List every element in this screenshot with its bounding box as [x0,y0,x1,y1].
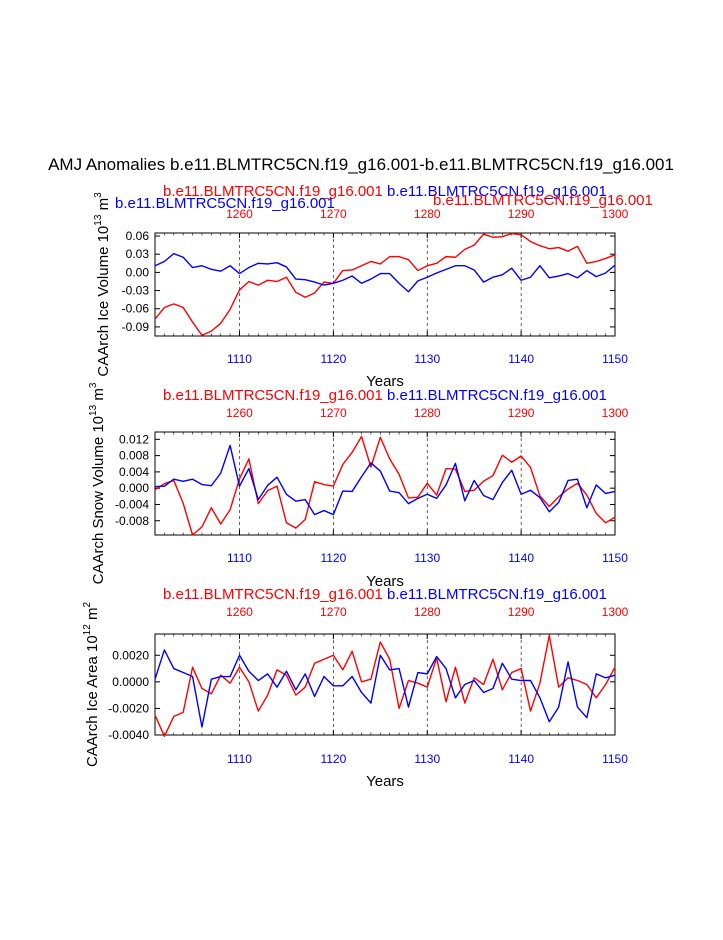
blue-series-label-overlay: b.e11.BLMTRC5CN.f19_g16.001 [387,183,607,200]
blue-series-line [154,649,616,728]
panel-2: b.e11.BLMTRC5CN.f19_g16.001 b.e11.BLMTRC5… [88,382,629,590]
x-tick-label-bottom: 1150 [602,352,628,366]
x-tick-label-bottom: 1150 [602,551,628,565]
x-tick-label-top: 1290 [508,207,535,221]
red-series-line [154,232,616,337]
x-tick-label-bottom: 1140 [508,752,534,766]
x-tick-label-bottom: 1130 [414,752,440,766]
x-axis-label: Years [366,373,404,390]
panel-3: b.e11.BLMTRC5CN.f19_g16.001 b.e11.BLMTRC5… [82,586,629,790]
y-tick-label: 0.004 [119,465,149,479]
x-tick-label-bottom: 1130 [414,352,440,366]
x-tick-label-bottom: 1140 [508,551,534,565]
x-tick-label-top: 1260 [226,605,253,619]
x-tick-label-bottom: 1130 [414,551,440,565]
blue-series-label: b.e11.BLMTRC5CN.f19_g16.001 [387,387,607,404]
x-tick-label-top: 1300 [602,207,629,221]
y-tick-label: 0.0000 [112,675,149,689]
y-tick-label: -0.06 [122,302,150,316]
x-axis-label: Years [366,573,404,590]
blue-series-line [154,444,616,516]
plot-frame [154,232,616,337]
red-series-label: b.e11.BLMTRC5CN.f19_g16.001 [163,586,383,603]
y-tick-label: 0.06 [126,229,150,243]
x-tick-label-top: 1270 [320,207,347,221]
panel-1: b.e11.BLMTRC5CN.f19_g16.001b.e11.BLMTRC5… [93,183,653,390]
y-tick-label: -0.004 [115,497,149,511]
x-tick-label-top: 1270 [320,605,347,619]
y-tick-label: 0.0020 [112,648,149,662]
y-tick-label: -0.0040 [108,728,149,742]
x-tick-label-bottom: 1110 [227,752,252,766]
y-tick-label: 0.008 [119,449,149,463]
figure-title: AMJ Anomalies b.e11.BLMTRC5CN.f19_g16.00… [48,155,674,174]
x-tick-label-top: 1280 [414,406,441,420]
y-axis-label: CAArch Ice Area 1012 m2 [82,602,101,768]
x-tick-label-top: 1280 [414,207,441,221]
x-tick-label-bottom: 1110 [227,551,252,565]
x-tick-label-bottom: 1120 [320,352,346,366]
red-series-line [154,435,616,536]
red-series-line [154,634,616,738]
x-tick-label-top: 1260 [226,207,253,221]
x-tick-label-top: 1260 [226,406,253,420]
x-tick-label-bottom: 1110 [227,352,252,366]
y-tick-label: -0.008 [115,514,149,528]
x-tick-label-top: 1290 [508,406,535,420]
x-tick-label-top: 1270 [320,406,347,420]
blue-series-line [154,252,616,293]
plot-frame [154,633,616,736]
blue-series-label: b.e11.BLMTRC5CN.f19_g16.001 [387,586,607,603]
y-tick-label: -0.09 [122,320,150,334]
x-tick-label-top: 1300 [602,605,629,619]
y-tick-label: 0.012 [119,432,149,446]
x-tick-label-top: 1280 [414,605,441,619]
blue-series-label: b.e11.BLMTRC5CN.f19_g16.001 [115,195,335,212]
y-tick-label: 0.00 [126,265,150,279]
y-tick-label: 0.03 [126,247,150,261]
red-series-label: b.e11.BLMTRC5CN.f19_g16.001 [163,387,383,404]
x-tick-label-bottom: 1120 [320,551,346,565]
red-series-label: b.e11.BLMTRC5CN.f19_g16.001 [163,183,383,200]
y-tick-label: -0.03 [122,284,150,298]
x-tick-label-top: 1300 [602,406,629,420]
y-axis-label: CAArch Snow Volume 1013 m3 [88,382,107,584]
x-tick-label-bottom: 1120 [320,752,346,766]
x-tick-label-bottom: 1140 [508,352,534,366]
y-tick-label: 0.000 [119,481,149,495]
red-series-label-overlay: b.e11.BLMTRC5CN.f19_g16.001 [433,192,653,209]
x-tick-label-top: 1290 [508,605,535,619]
x-axis-label: Years [366,773,404,790]
y-axis-label: CAArch Ice Volume 1013 m3 [93,192,112,377]
y-tick-label: -0.0020 [108,701,149,715]
plot-frame [154,431,616,536]
x-tick-label-bottom: 1150 [602,752,628,766]
